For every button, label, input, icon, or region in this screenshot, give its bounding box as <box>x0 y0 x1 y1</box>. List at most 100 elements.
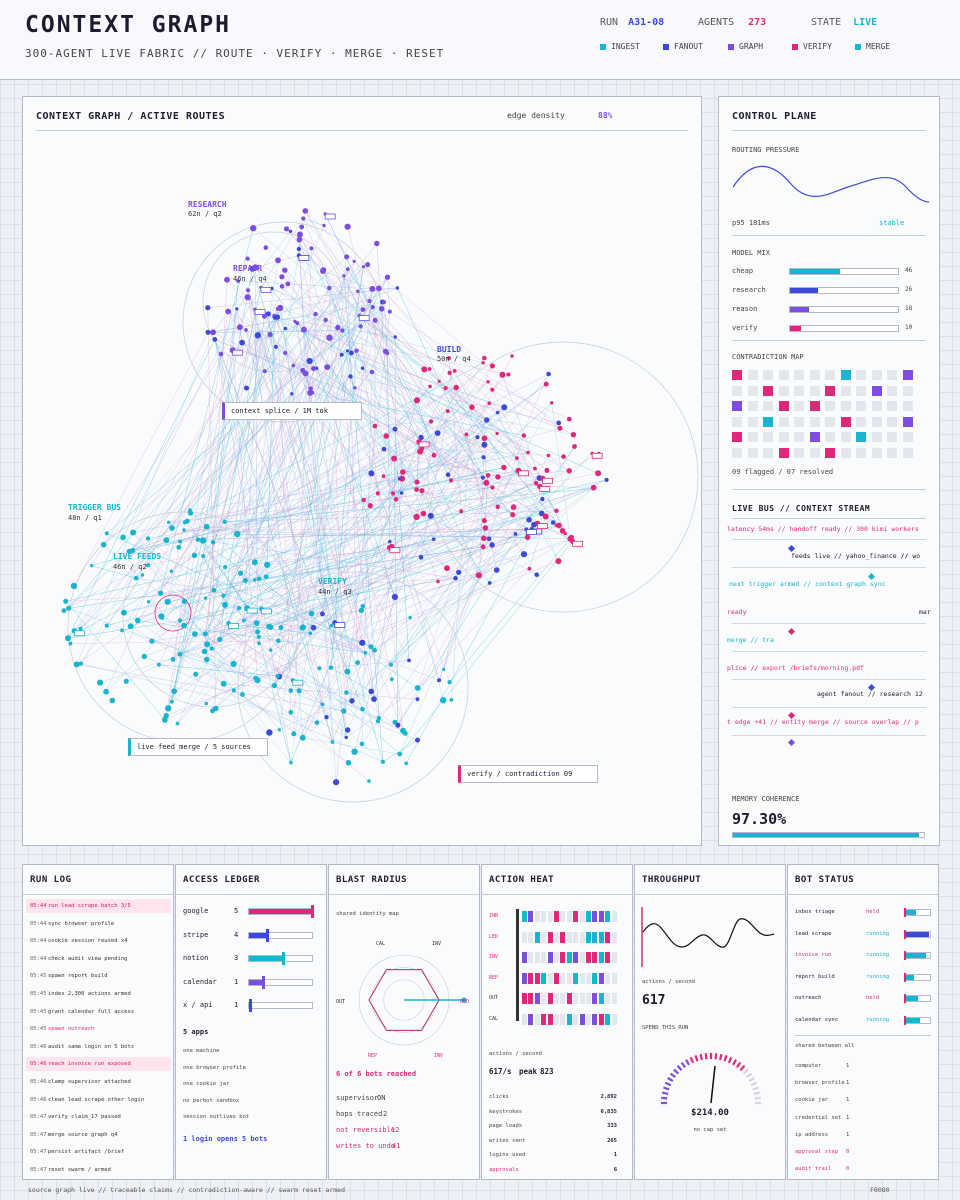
graph-node[interactable] <box>210 540 216 545</box>
log-row[interactable]: 05:45spawn report build <box>26 969 171 983</box>
graph-node[interactable] <box>205 305 211 311</box>
heat-cell[interactable] <box>592 931 598 943</box>
heat-cell[interactable] <box>573 952 579 963</box>
contradiction-cell[interactable] <box>840 447 851 458</box>
graph-node[interactable] <box>203 596 208 600</box>
graph-node[interactable] <box>427 512 434 519</box>
graph-node[interactable] <box>381 474 386 479</box>
contradiction-cell[interactable] <box>887 401 897 411</box>
graph-node[interactable] <box>169 569 174 573</box>
contradiction-cell[interactable] <box>778 370 789 380</box>
graph-node[interactable] <box>431 452 437 458</box>
graph-node[interactable] <box>595 470 602 477</box>
contradiction-cell[interactable] <box>825 370 835 380</box>
graph-node[interactable] <box>140 573 145 577</box>
contradiction-cell[interactable] <box>794 385 804 396</box>
graph-node[interactable] <box>449 698 454 702</box>
graph-node[interactable] <box>486 380 490 384</box>
graph-node[interactable] <box>499 371 506 378</box>
graph-node[interactable] <box>501 404 508 411</box>
graph-node[interactable] <box>275 674 280 679</box>
graph-node[interactable] <box>237 570 244 576</box>
graph-node[interactable] <box>543 381 549 387</box>
graph-node[interactable] <box>487 401 492 406</box>
graph-node[interactable] <box>73 661 80 668</box>
graph-node[interactable] <box>240 692 245 697</box>
bot-name[interactable]: outreach <box>795 995 822 1001</box>
graph-node[interactable] <box>550 401 554 405</box>
heat-cell[interactable] <box>598 993 604 1004</box>
graph-node[interactable] <box>320 267 327 273</box>
graph-node[interactable] <box>389 677 394 682</box>
graph-node[interactable] <box>490 485 495 490</box>
route-tag[interactable] <box>389 547 401 554</box>
heat-cell[interactable] <box>586 911 591 922</box>
graph-node[interactable] <box>326 334 333 341</box>
graph-node[interactable] <box>123 678 129 684</box>
graph-node[interactable] <box>187 510 194 516</box>
graph-node[interactable] <box>345 727 351 733</box>
graph-node[interactable] <box>392 426 398 432</box>
callout-verify-contradiction[interactable]: verify / contradiction 09 <box>458 765 598 783</box>
heat-cell[interactable] <box>611 911 617 922</box>
heat-cell[interactable] <box>534 952 540 963</box>
heat-cell[interactable] <box>528 972 534 984</box>
graph-node[interactable] <box>419 488 425 494</box>
graph-node[interactable] <box>120 628 124 633</box>
graph-node[interactable] <box>459 509 464 514</box>
callout-context-splice[interactable]: context splice / 1M tok <box>222 402 362 420</box>
graph-node[interactable] <box>428 419 434 424</box>
graph-node[interactable] <box>130 529 137 536</box>
contradiction-cell[interactable] <box>871 401 882 411</box>
contradiction-cell[interactable] <box>887 416 897 427</box>
heat-cell[interactable] <box>547 931 553 943</box>
graph-node[interactable] <box>333 779 340 786</box>
graph-node[interactable] <box>480 475 485 480</box>
graph-node[interactable] <box>70 582 78 590</box>
graph-node[interactable] <box>254 332 261 339</box>
graph-node[interactable] <box>283 326 288 331</box>
graph-node[interactable] <box>383 433 390 439</box>
heat-cell[interactable] <box>566 1013 572 1025</box>
contradiction-cell[interactable] <box>840 401 851 411</box>
contradiction-cell[interactable] <box>809 385 820 396</box>
graph-node[interactable] <box>566 416 572 422</box>
contradiction-cell[interactable] <box>856 432 866 442</box>
live-bus-stream[interactable]: latency 54ms // handoff ready // 300 kim… <box>719 519 939 759</box>
graph-node[interactable] <box>299 224 305 230</box>
graph-node[interactable] <box>271 682 277 689</box>
graph-node[interactable] <box>481 455 486 460</box>
graph-node[interactable] <box>395 286 400 290</box>
graph-node[interactable] <box>372 647 377 653</box>
graph-node[interactable] <box>345 349 350 353</box>
graph-node[interactable] <box>445 409 450 414</box>
graph-node[interactable] <box>344 223 351 230</box>
graph-node[interactable] <box>278 625 284 630</box>
graph-node[interactable] <box>204 701 209 706</box>
graph-node[interactable] <box>308 386 314 391</box>
graph-node[interactable] <box>413 397 421 404</box>
heat-cell[interactable] <box>611 931 617 943</box>
heat-cell[interactable] <box>592 1013 598 1025</box>
graph-node[interactable] <box>495 410 500 415</box>
graph-node[interactable] <box>533 466 537 471</box>
graph-node[interactable] <box>344 735 348 740</box>
contradiction-cell[interactable] <box>871 370 882 380</box>
contradiction-cell[interactable] <box>794 447 804 458</box>
graph-node[interactable] <box>210 708 215 714</box>
contradiction-cell[interactable] <box>732 401 742 411</box>
graph-node[interactable] <box>288 229 293 233</box>
contradiction-cell[interactable] <box>809 401 820 411</box>
graph-node[interactable] <box>414 685 421 691</box>
graph-node[interactable] <box>204 641 211 648</box>
graph-node[interactable] <box>414 487 419 492</box>
graph-node[interactable] <box>415 737 420 743</box>
heat-cell[interactable] <box>605 993 611 1004</box>
contradiction-cell[interactable] <box>825 385 835 396</box>
log-row[interactable]: 05:46clamp supervisor attached <box>26 1075 171 1089</box>
heat-cell[interactable] <box>560 1013 566 1025</box>
heat-cell[interactable] <box>534 993 540 1004</box>
route-tag[interactable] <box>591 452 603 459</box>
heat-cell[interactable] <box>605 1013 611 1025</box>
graph-node[interactable] <box>368 688 375 695</box>
